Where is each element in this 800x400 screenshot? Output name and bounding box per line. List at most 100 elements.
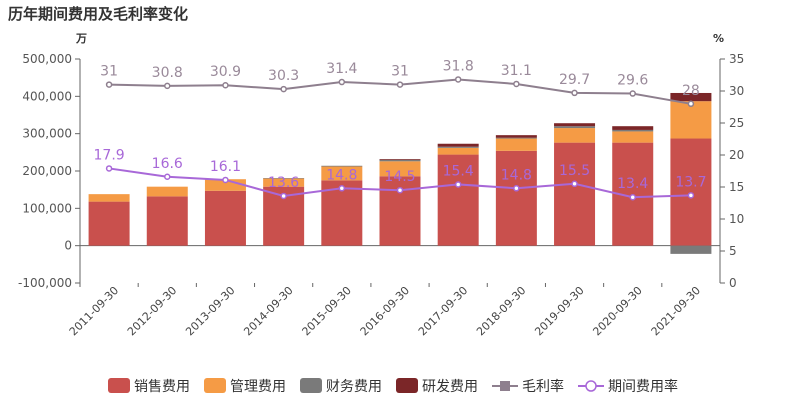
x-tick-label: 2012-09-30 bbox=[125, 284, 179, 338]
bar-segment bbox=[612, 131, 654, 143]
series-point bbox=[571, 89, 578, 97]
legend-swatch bbox=[108, 378, 130, 393]
bar-segment bbox=[437, 143, 479, 147]
x-tick-label: 2014-09-30 bbox=[241, 284, 295, 338]
series-point bbox=[280, 85, 287, 93]
bar-segment bbox=[88, 201, 130, 246]
x-tick-label: 2016-09-30 bbox=[358, 284, 412, 338]
legend-swatch bbox=[204, 378, 226, 393]
series-point bbox=[513, 185, 520, 192]
series-point bbox=[629, 193, 636, 201]
series-point bbox=[629, 90, 636, 97]
series-point bbox=[571, 180, 578, 188]
right-tick-label: 15 bbox=[729, 180, 744, 194]
bar-segment bbox=[495, 150, 537, 246]
series-point bbox=[396, 81, 404, 88]
legend-marker bbox=[500, 381, 510, 391]
left-axis-unit: 万 bbox=[75, 32, 87, 45]
bar-segment bbox=[263, 178, 305, 179]
x-tick-label: 2018-09-30 bbox=[474, 284, 528, 338]
series-point bbox=[513, 80, 520, 88]
data-label: 29.6 bbox=[617, 73, 648, 89]
right-axis-unit: % bbox=[713, 32, 724, 45]
right-tick-label: 10 bbox=[729, 212, 744, 226]
data-label: 14.8 bbox=[501, 167, 532, 183]
legend-label: 销售费用 bbox=[134, 379, 190, 395]
data-label: 31.1 bbox=[501, 63, 532, 79]
right-tick-label: 30 bbox=[729, 84, 744, 98]
left-tick-label: 0 bbox=[64, 239, 72, 253]
data-label: 30.8 bbox=[152, 65, 183, 81]
bar-segment bbox=[88, 194, 130, 202]
bar-segment bbox=[146, 196, 188, 246]
bar-segment bbox=[204, 179, 246, 191]
bar-segment bbox=[670, 92, 712, 102]
legend-label: 毛利率 bbox=[522, 378, 564, 395]
bar-segment bbox=[379, 159, 421, 160]
series-point bbox=[164, 82, 171, 90]
left-tick-label: -100,000 bbox=[18, 276, 72, 290]
bar-segment bbox=[495, 138, 537, 151]
labels-layer: 31 30.8 30.9 30.3 31.4 31 31.8 31.1 29.7 29.6 28 17… bbox=[94, 58, 707, 192]
bar-segment bbox=[379, 161, 421, 177]
left-tick-label: 200,000 bbox=[22, 164, 72, 178]
x-tick-label: 2011-09-30 bbox=[67, 284, 121, 338]
right-tick-label: 20 bbox=[729, 148, 744, 162]
bar-segment bbox=[321, 166, 363, 181]
bar-segment bbox=[204, 190, 246, 246]
series-point bbox=[338, 78, 346, 86]
x-tick-label: 2020-09-30 bbox=[590, 284, 644, 338]
legend-label: 管理费用 bbox=[230, 379, 286, 395]
right-tick-label: 25 bbox=[729, 116, 744, 130]
bar-segment bbox=[379, 159, 421, 162]
series-point bbox=[338, 185, 346, 192]
legend-swatch bbox=[300, 378, 322, 393]
left-tick-label: 300,000 bbox=[22, 127, 72, 141]
data-label: 31.4 bbox=[326, 61, 357, 77]
x-tick-label: 2013-09-30 bbox=[183, 284, 237, 338]
data-label: 31 bbox=[100, 64, 118, 80]
data-label: 16.1 bbox=[210, 159, 241, 175]
data-label: 13.4 bbox=[617, 176, 648, 192]
data-label: 30.3 bbox=[268, 68, 299, 84]
bar-segment bbox=[554, 126, 596, 129]
legend-marker bbox=[585, 380, 597, 392]
chart-title: 历年期间费用及毛利率变化 bbox=[8, 5, 189, 23]
lines-layer bbox=[105, 76, 695, 201]
bar-segment bbox=[146, 186, 188, 197]
series-point bbox=[222, 81, 229, 89]
right-tick-label: 0 bbox=[729, 276, 737, 290]
data-label: 15.4 bbox=[443, 163, 474, 179]
data-label: 30.9 bbox=[210, 64, 241, 80]
bar-segment bbox=[495, 135, 537, 138]
data-label: 31 bbox=[391, 64, 409, 80]
legend-label: 财务费用 bbox=[326, 379, 382, 395]
legend-swatch bbox=[396, 378, 418, 393]
series-point bbox=[396, 186, 404, 194]
right-tick-label: 5 bbox=[729, 244, 737, 258]
data-label: 14.5 bbox=[384, 169, 415, 185]
bar-segment bbox=[554, 123, 596, 127]
bar-segment bbox=[437, 147, 479, 155]
bar-segment bbox=[321, 165, 363, 167]
series-point bbox=[687, 100, 695, 108]
data-label: 14.8 bbox=[326, 167, 357, 183]
data-label: 13.7 bbox=[675, 174, 706, 190]
bar-segment bbox=[263, 178, 305, 187]
left-tick-label: 400,000 bbox=[22, 89, 72, 103]
data-label: 17.9 bbox=[94, 147, 125, 163]
bars-layer bbox=[88, 92, 712, 254]
x-tick-label: 2019-09-30 bbox=[532, 284, 586, 338]
bar-segment bbox=[379, 176, 421, 246]
series-point bbox=[454, 76, 462, 83]
data-label: 29.7 bbox=[559, 72, 590, 88]
series-point bbox=[687, 192, 695, 199]
series-point bbox=[454, 181, 462, 188]
data-label: 31.8 bbox=[443, 58, 474, 74]
series-point bbox=[222, 176, 229, 184]
bar-segment bbox=[612, 129, 654, 132]
bar-segment bbox=[437, 146, 479, 148]
bar-segment bbox=[670, 245, 712, 254]
bar-segment bbox=[554, 142, 596, 246]
